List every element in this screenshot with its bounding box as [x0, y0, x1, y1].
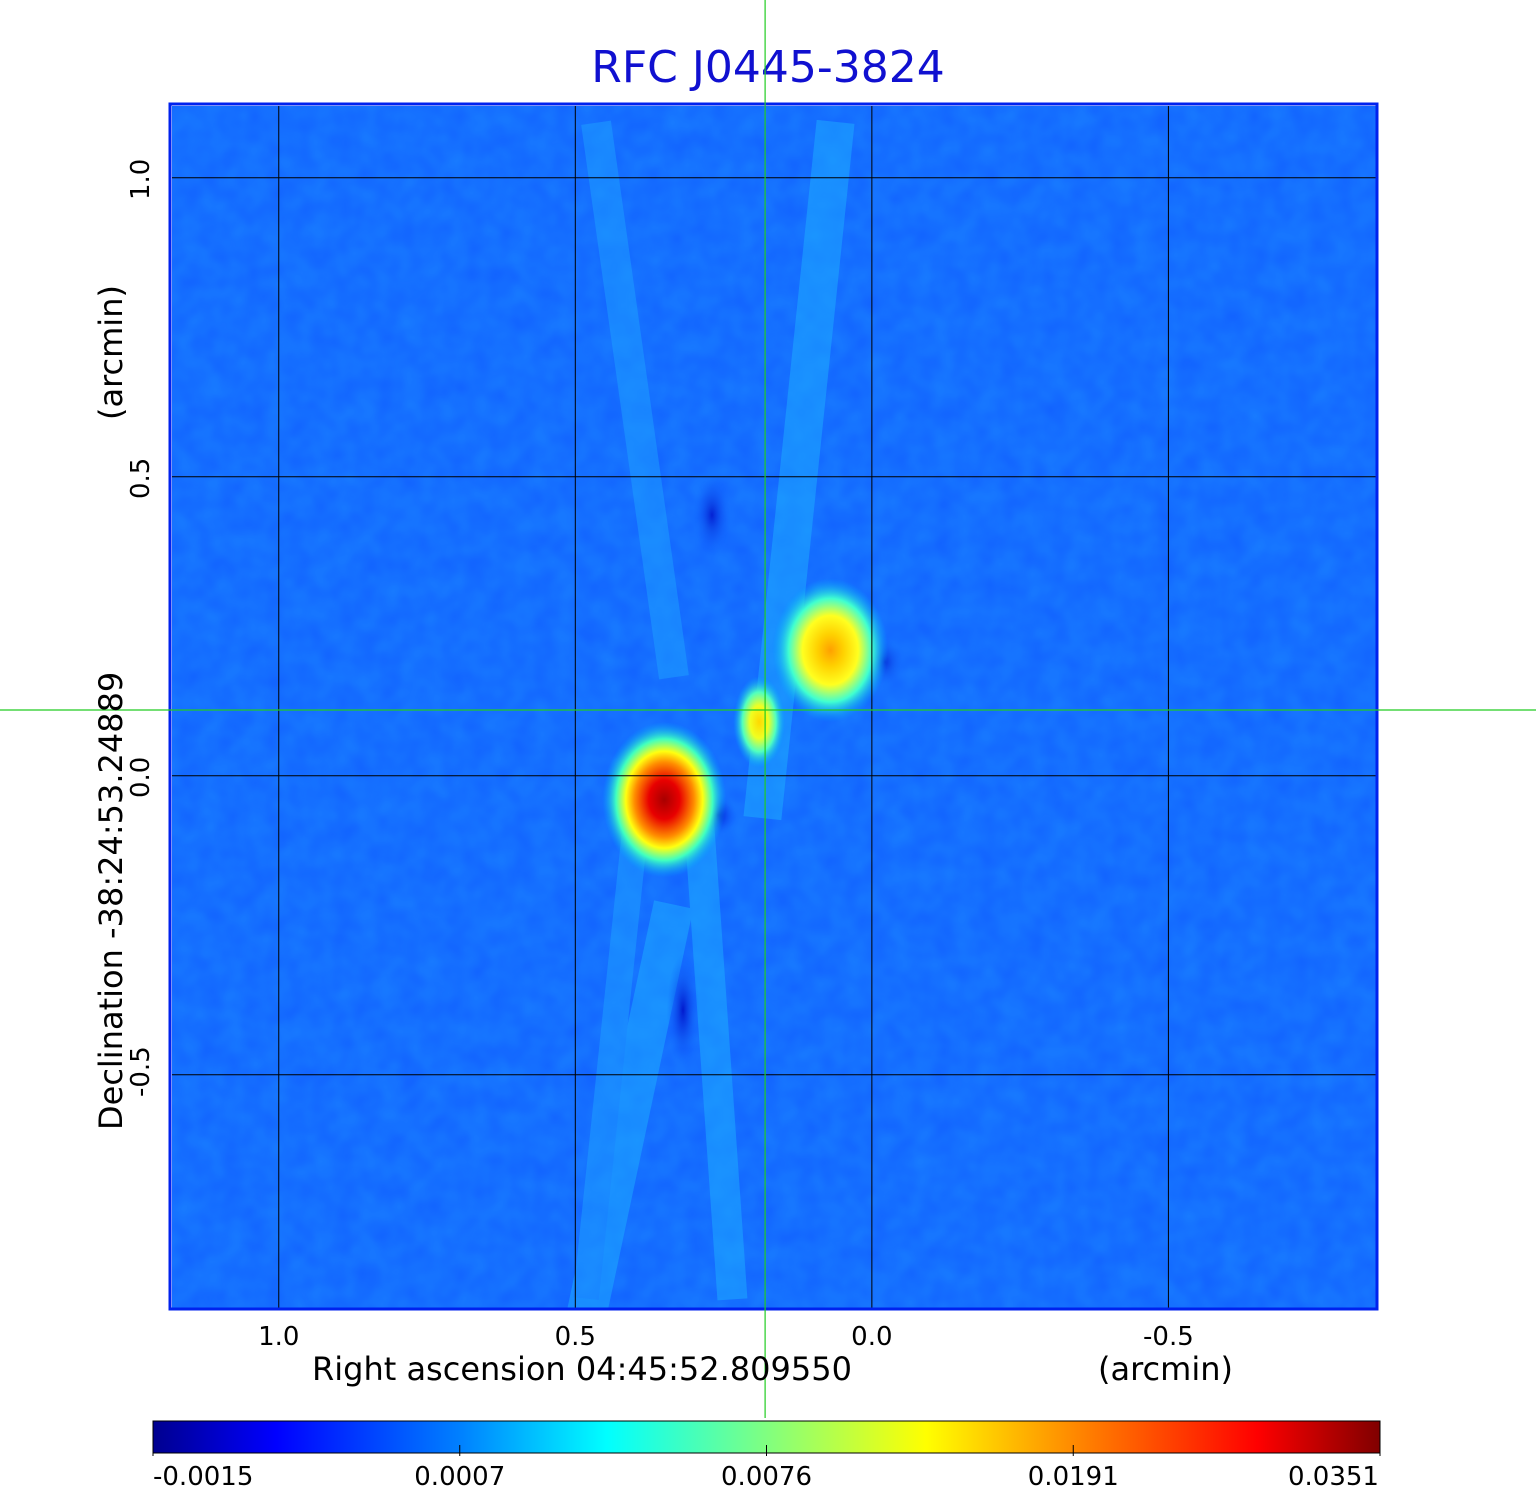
colorbar-ticks — [152, 1445, 1381, 1456]
colorbar-label: 0.0191 — [1027, 1462, 1119, 1492]
sources-layer — [602, 578, 889, 878]
x-axis-unit: (arcmin) — [1098, 1350, 1233, 1388]
x-tick-label: 0.5 — [554, 1322, 596, 1352]
y-tick-label: 0.0 — [126, 756, 156, 798]
y-tick-label: -0.5 — [126, 1046, 156, 1097]
grid — [172, 106, 1376, 1308]
map-emission — [172, 106, 1376, 1308]
y-axis-label: Declination -38:24:53.24889 — [92, 671, 130, 1130]
colorbar-label: 0.0007 — [414, 1462, 506, 1492]
colorbar-label: -0.0015 — [153, 1462, 254, 1492]
x-tick-label: 1.0 — [258, 1322, 300, 1352]
y-tick-label: 0.5 — [126, 457, 156, 499]
x-tick-label: 0.0 — [851, 1322, 893, 1352]
plot-frame — [168, 102, 1379, 1311]
x-axis-label: Right ascension 04:45:52.809550 — [312, 1350, 852, 1388]
radio-source — [602, 721, 727, 878]
colorbar-label: 0.0351 — [1288, 1462, 1379, 1492]
y-tick-label: 1.0 — [126, 158, 156, 200]
chart-title: RFC J0445-3824 — [591, 42, 945, 93]
radio-source — [772, 578, 889, 723]
crosshair — [0, 0, 1536, 1418]
x-tick-label: -0.5 — [1143, 1322, 1194, 1352]
radio-source — [733, 675, 786, 768]
y-axis-unit: (arcmin) — [92, 285, 130, 420]
colorbar-label: 0.0076 — [721, 1462, 812, 1492]
